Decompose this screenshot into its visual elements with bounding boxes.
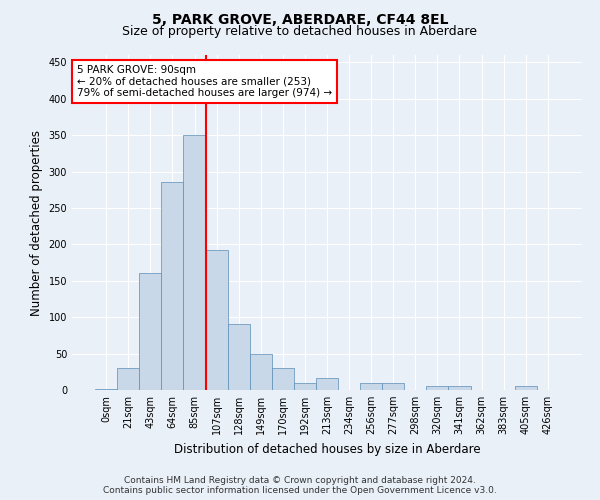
Bar	[227, 324, 250, 390]
Bar	[250, 354, 272, 390]
Bar	[448, 386, 470, 390]
Bar	[161, 182, 184, 390]
Bar	[117, 368, 139, 390]
Bar	[515, 386, 537, 390]
Bar	[139, 274, 161, 390]
Text: Contains HM Land Registry data © Crown copyright and database right 2024.
Contai: Contains HM Land Registry data © Crown c…	[103, 476, 497, 495]
Bar	[272, 368, 294, 390]
Bar	[184, 135, 206, 390]
Text: Size of property relative to detached houses in Aberdare: Size of property relative to detached ho…	[122, 25, 478, 38]
Y-axis label: Number of detached properties: Number of detached properties	[30, 130, 43, 316]
Bar	[316, 378, 338, 390]
Bar	[206, 250, 227, 390]
Bar	[360, 384, 382, 390]
Text: 5, PARK GROVE, ABERDARE, CF44 8EL: 5, PARK GROVE, ABERDARE, CF44 8EL	[152, 12, 448, 26]
Bar	[382, 382, 404, 390]
Bar	[95, 388, 117, 390]
Bar	[294, 382, 316, 390]
X-axis label: Distribution of detached houses by size in Aberdare: Distribution of detached houses by size …	[173, 442, 481, 456]
Bar	[427, 386, 448, 390]
Text: 5 PARK GROVE: 90sqm
← 20% of detached houses are smaller (253)
79% of semi-detac: 5 PARK GROVE: 90sqm ← 20% of detached ho…	[77, 65, 332, 98]
